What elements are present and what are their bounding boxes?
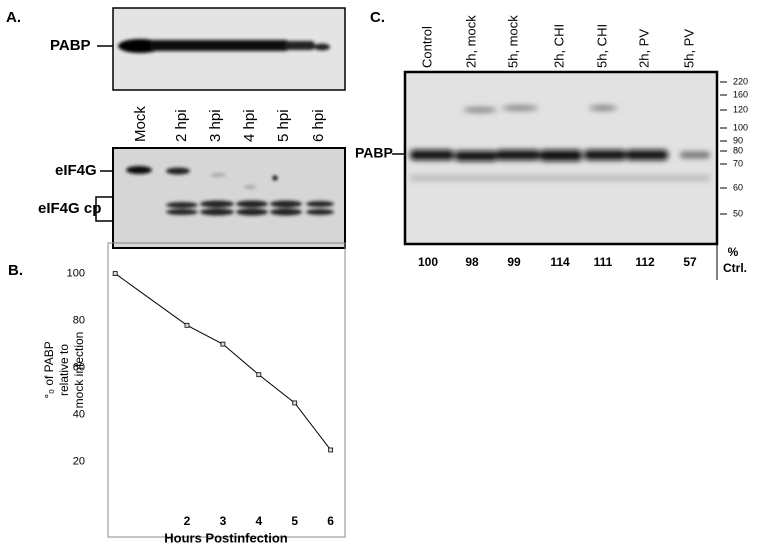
blot [112,147,346,249]
x-axis-label: Hours Postinfection [164,530,288,545]
x-tick-label: 6 [327,514,334,528]
lane-label: Mock [132,106,149,142]
x-tick-label: 5 [291,514,298,528]
y-tick-label: 40 [73,409,85,421]
plot-frame [107,242,346,538]
quant-header: % [728,245,739,259]
marker-label: 80 [733,145,743,155]
x-tick-label: 4 [255,514,262,528]
data-line [114,273,332,451]
marker-label: 50 [733,208,743,218]
marker-label: 70 [733,158,743,168]
y-tick-label: 80 [73,315,85,327]
quant-value: 100 [418,255,438,269]
marker-label: 120 [733,104,748,114]
lane-label: 2 hpi [173,109,190,142]
data-point [220,341,226,347]
lane-label: 5 hpi [275,109,292,142]
panel-label: C. [370,9,385,26]
y-axis-label: °₀ of PABP [42,341,56,399]
quant-value: 111 [594,255,613,269]
data-point [328,447,334,453]
band-label: eIF4G cp [38,200,101,217]
lane-label: 3 hpi [207,109,224,142]
lane-label: 4 hpi [241,109,258,142]
y-axis-label: relative to [57,344,71,396]
quant-value: 99 [507,255,521,269]
marker-label: 90 [733,135,743,145]
x-tick-label: 3 [220,514,227,528]
data-point [292,400,298,406]
lane-label: 5h, PV [681,29,696,68]
lane-label: 2h, CHI [551,24,566,68]
data-point [112,271,118,276]
panel-label: B. [8,262,23,279]
lane-label: 5h, mock [505,15,520,68]
data-point [184,322,190,328]
lane-label: 5h, CHI [594,24,609,68]
band-label: PABP [50,37,91,54]
blot-bands [410,105,710,181]
y-axis-label: mock infection [72,332,86,409]
blot-bands [126,166,334,216]
x-tick-label: 2 [184,514,191,528]
marker-label: 60 [733,182,743,192]
marker-label: 220 [733,76,748,86]
bracket [95,196,113,222]
quant-value: 98 [465,255,479,269]
quant-value: 114 [550,255,570,269]
lane-label: 2h, PV [636,29,651,68]
panel-label: A. [6,9,21,26]
data-point [256,372,262,378]
lane-label: Control [419,26,434,68]
y-tick-label: 20 [73,456,85,468]
band-label: PABP [355,145,393,161]
marker-label: 100 [733,122,748,132]
lane-label: 6 hpi [310,109,327,142]
band-label: eIF4G [55,162,97,179]
marker-label: 160 [733,89,748,99]
quant-value: 57 [683,255,697,269]
y-tick-label: 60 [73,362,85,374]
quant-value: 112 [635,255,655,269]
y-tick-label: 100 [67,267,85,279]
lane-label: 2h, mock [463,15,478,68]
blot-bands [118,39,330,53]
quant-header: Ctrl. [723,261,747,275]
